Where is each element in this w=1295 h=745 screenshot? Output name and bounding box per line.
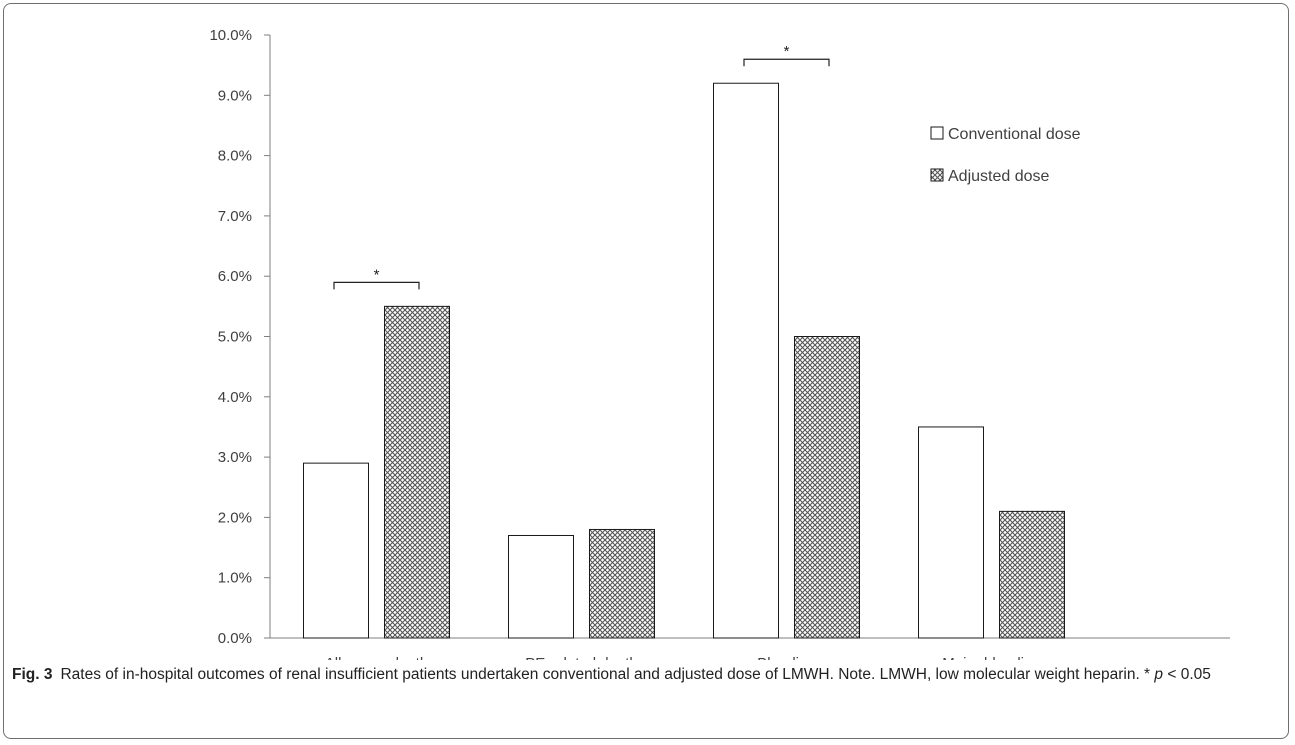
significance-asterisk: * [784, 43, 790, 60]
caption-text: Rates of in-hospital outcomes of renal i… [60, 666, 1155, 683]
y-tick-label: 3.0% [218, 449, 252, 466]
y-tick-label: 9.0% [218, 87, 252, 104]
bar [713, 82, 779, 639]
figure-caption: Fig. 3 Rates of in-hospital outcomes of r… [12, 664, 1274, 686]
legend-label: Conventional dose [948, 126, 1081, 143]
p-symbol: p [1154, 666, 1164, 683]
bar [589, 528, 655, 639]
y-tick-label: 5.0% [218, 329, 252, 346]
significance-markers: ** [333, 43, 830, 290]
bar [999, 510, 1065, 639]
x-axis: All-cause death PE-related death Bleeding M… [270, 637, 1230, 660]
legend-swatch [930, 168, 944, 182]
bar [918, 426, 984, 639]
y-tick-label: 4.0% [218, 389, 252, 406]
bar [384, 305, 450, 639]
x-tick-label: Major bleeding [942, 655, 1040, 660]
figure-label: Fig. 3 [12, 666, 53, 683]
bar-chart: 0.0% 1.0% 2.0% 3.0% 4.0% 5.0% 6.0% 7.0% 8.0% 9.0%… [209, 27, 1230, 660]
bar [794, 336, 860, 639]
bars [303, 82, 1065, 639]
y-tick-label: 10.0% [209, 27, 252, 44]
x-tick-label: PE-related death [525, 655, 638, 660]
caption-threshold: < 0.05 [1163, 666, 1211, 683]
y-tick-label: 2.0% [218, 509, 252, 526]
x-tick-label: All-cause death [325, 655, 428, 660]
y-tick-label: 8.0% [218, 148, 252, 165]
legend-swatch [930, 126, 944, 140]
legend-label: Adjusted dose [948, 168, 1050, 185]
significance-bracket [743, 58, 830, 67]
significance-bracket [333, 281, 420, 290]
figure-frame [3, 3, 1289, 739]
significance-asterisk: * [374, 266, 380, 283]
x-tick-label: Bleeding [757, 655, 815, 660]
y-axis: 0.0% 1.0% 2.0% 3.0% 4.0% 5.0% 6.0% 7.0% 8.0% 9.0%… [209, 27, 271, 647]
bar [508, 534, 574, 639]
y-tick-label: 1.0% [218, 570, 252, 587]
y-tick-label: 0.0% [218, 630, 252, 647]
y-tick-label: 6.0% [218, 268, 252, 285]
legend: Conventional dose Adjusted dose [930, 126, 1081, 185]
y-tick-label: 7.0% [218, 208, 252, 225]
bar [303, 462, 369, 639]
